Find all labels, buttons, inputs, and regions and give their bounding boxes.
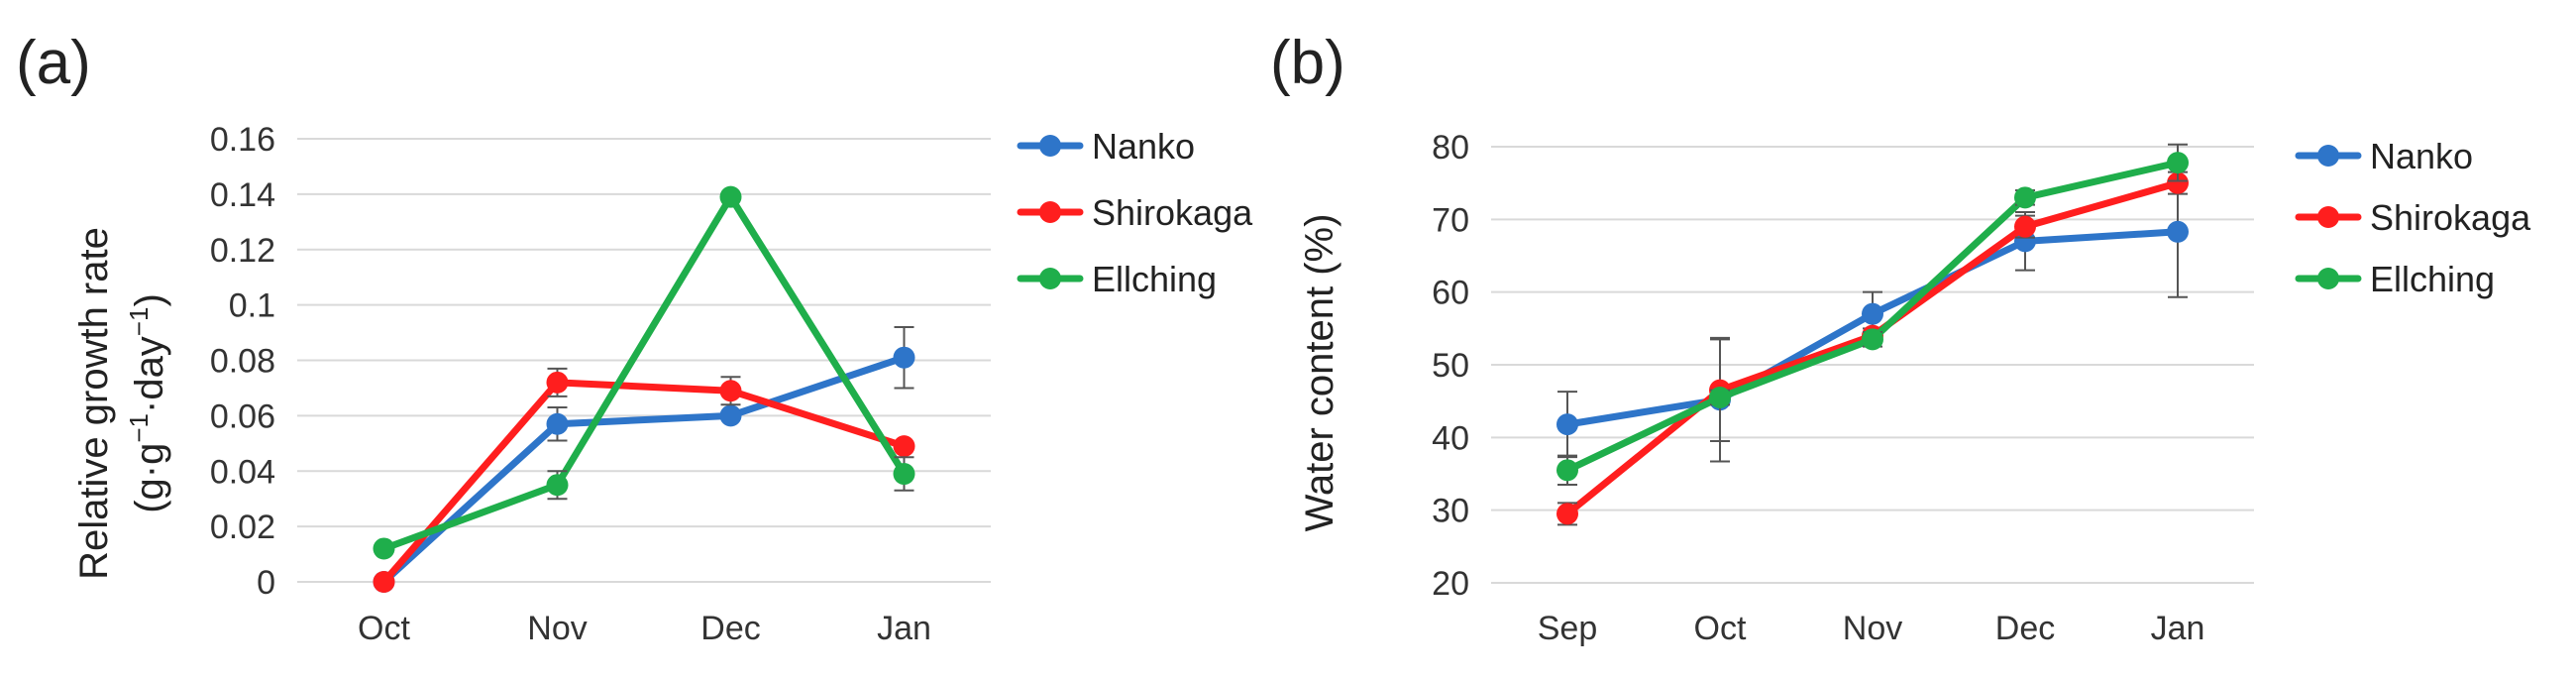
series-line: [380, 379, 908, 586]
x-tick-label: Oct: [1694, 610, 1747, 647]
data-point: [546, 412, 569, 435]
data-point: [1862, 328, 1883, 351]
y-tick-label: 0.02: [210, 509, 275, 546]
chart-a: 0 0.02 0.04 0.06 0.08 0.1 0.12 0.14 0.16 Oct Nov De…: [210, 121, 1253, 647]
data-point: [719, 380, 742, 402]
x-tick-label: Nov: [527, 610, 587, 647]
legend-item-ellching: Ellching: [2295, 259, 2495, 299]
y-tick-label: 30: [1432, 493, 1469, 530]
legend-label: Ellching: [1092, 259, 1217, 299]
data-point: [373, 571, 395, 593]
data-point: [1862, 302, 1883, 325]
panel-a-label: (a): [16, 29, 91, 97]
y-tick-label: 70: [1432, 201, 1469, 239]
x-tick-label: Nov: [1843, 610, 1902, 647]
data-point: [719, 404, 742, 427]
y-tick-label: 0: [257, 564, 275, 602]
data-point: [546, 371, 569, 394]
panel-b-label: (b): [1270, 29, 1345, 97]
y-tick-label: 0.12: [210, 232, 275, 270]
legend-label: Shirokaga: [1092, 192, 1253, 233]
legend-marker: [1039, 268, 1061, 289]
series-line: [380, 354, 908, 586]
series-ellching: [373, 185, 915, 560]
legend-label: Nanko: [1092, 126, 1195, 167]
legend-item-nanko: Nanko: [1017, 126, 1195, 167]
x-tick-label: Sep: [1538, 610, 1598, 647]
legend-item-shirokaga: Shirokaga: [1017, 192, 1253, 233]
chart-b-ylabel: Water content (%): [1298, 214, 1342, 532]
x-tick-label: Oct: [358, 610, 410, 647]
data-point: [893, 463, 915, 486]
data-point: [1556, 413, 1578, 436]
data-point: [719, 185, 742, 208]
legend-marker: [1039, 201, 1061, 223]
y-tick-label: 0.1: [229, 287, 275, 325]
data-point: [2167, 171, 2189, 194]
y-tick-label: 0.14: [210, 176, 275, 214]
legend-marker: [2317, 145, 2339, 167]
data-point: [1556, 503, 1578, 525]
y-tick-label: 0.16: [210, 121, 275, 159]
legend-item-shirokaga: Shirokaga: [2295, 197, 2531, 238]
data-point: [2167, 152, 2189, 174]
data-point: [546, 474, 569, 497]
data-point: [1556, 459, 1578, 482]
y-tick-label: 0.06: [210, 397, 275, 435]
legend-marker: [2317, 268, 2339, 289]
legend-item-ellching: Ellching: [1017, 259, 1217, 299]
chart-a-ylabel: Relative growth rate (g·g−1·day−1): [72, 227, 171, 580]
legend-marker: [2317, 206, 2339, 228]
data-point: [2167, 220, 2189, 243]
legend-marker: [1039, 135, 1061, 157]
chart-a-ylabel-line1: Relative growth rate: [72, 227, 116, 580]
data-point: [2014, 186, 2036, 209]
y-tick-label: 60: [1432, 275, 1469, 312]
data-point: [2014, 215, 2036, 238]
y-tick-label: 0.04: [210, 453, 275, 491]
data-point: [893, 435, 915, 458]
legend-label: Shirokaga: [2370, 197, 2531, 238]
y-tick-label: 40: [1432, 419, 1469, 457]
series-ellching: [1556, 143, 2189, 486]
chart-a-ylabel-line2: (g·g−1·day−1): [124, 293, 171, 513]
x-tick-label: Dec: [1995, 610, 2055, 647]
chart-b: 20 30 40 50 60 70 80 Sep Oct Nov Dec Jan Nanko Shirok…: [1432, 129, 2531, 647]
y-tick-label: 0.08: [210, 343, 275, 381]
data-point: [1709, 387, 1731, 408]
series-shirokaga: [373, 367, 915, 593]
data-point: [373, 537, 395, 560]
legend-label: Ellching: [2370, 259, 2495, 299]
y-tick-label: 80: [1432, 129, 1469, 167]
y-tick-label: 50: [1432, 347, 1469, 385]
legend-label: Nanko: [2370, 136, 2473, 176]
data-point: [893, 346, 915, 369]
legend-item-nanko: Nanko: [2295, 136, 2473, 176]
y-tick-label: 20: [1432, 565, 1469, 603]
x-tick-label: Dec: [700, 610, 760, 647]
x-tick-label: Jan: [2151, 610, 2205, 647]
series-line: [380, 193, 908, 552]
x-tick-label: Jan: [877, 610, 931, 647]
